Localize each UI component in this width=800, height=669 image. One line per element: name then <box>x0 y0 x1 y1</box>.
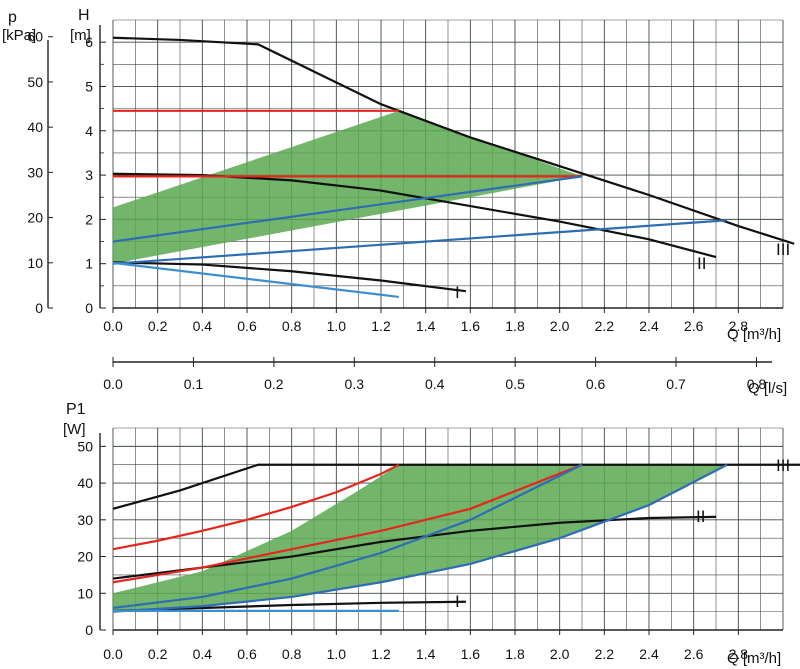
h-axis-tick-label: 1 <box>85 256 93 272</box>
upper-x-tick-label: 1.4 <box>416 318 436 334</box>
p1-axis-tick-label: 50 <box>77 438 93 454</box>
ls-axis-tick-label: 0.1 <box>184 376 204 392</box>
p1-axis-tick-label: 0 <box>85 622 93 638</box>
h-axis-tick-label: 2 <box>85 211 93 227</box>
lower-x-tick-label: 0.0 <box>103 646 123 662</box>
upper-curve-II-label: II <box>697 254 706 273</box>
upper-x-tick-label: 2.4 <box>639 318 659 334</box>
p-axis-tick-label: 30 <box>27 164 43 180</box>
p1-axis-tick-label: 10 <box>77 585 93 601</box>
lower-x-axis-title: Q [m³/h] <box>727 650 781 667</box>
upper-operating-band <box>113 110 728 264</box>
p-axis-title: p <box>8 9 17 26</box>
blue-line <box>112 175 583 243</box>
lower-x-tick-label: 1.4 <box>416 646 436 662</box>
upper-curve-I-label: I <box>455 283 460 302</box>
ls-x-axis-title: Q [l/s] <box>748 380 787 397</box>
upper-x-axis-title: Q [m³/h] <box>727 326 781 343</box>
power-curve-III <box>112 463 800 510</box>
upper-x-tick-label: 0.4 <box>193 318 213 334</box>
upper-x-tick-label: 2.6 <box>684 318 704 334</box>
lower-x-tick-label: 2.4 <box>639 646 659 662</box>
power-chart: 0.0 0.2 0.4 0.6 0.8 1.0 1.2 1.4 1.6 1.8 2.0 2.2 2.4 2… <box>77 427 800 662</box>
upper-x-tick-label: 2.8 <box>729 318 749 334</box>
upper-x-tick-label: 1.8 <box>505 318 525 334</box>
upper-x-tick-label: 2.0 <box>550 318 570 334</box>
head-chart: 0.0 0.2 0.4 0.6 0.8 1.0 1.2 1.4 1.6 1.8 2.0 2.2 2.4 2… <box>27 19 795 334</box>
lower-curve-III-label: III <box>776 456 790 475</box>
ls-axis-tick-label: 0.0 <box>103 376 123 392</box>
p1-axis-unit: [W] <box>63 421 86 438</box>
lower-x-tick-label: 2.2 <box>595 646 615 662</box>
upper-x-tick-label: 1.0 <box>327 318 347 334</box>
lower-x-tick-label: 1.6 <box>461 646 481 662</box>
ls-axis-tick-label: 0.2 <box>264 376 284 392</box>
blue-line <box>112 219 728 265</box>
p1-axis-tick-label: 30 <box>77 512 93 528</box>
p-axis-tick-label: 10 <box>27 255 43 271</box>
lower-x-tick-label: 1.8 <box>505 646 525 662</box>
ls-axis-tick-label: 0.3 <box>345 376 365 392</box>
p-axis-tick-label: 0 <box>35 300 43 316</box>
curve-III <box>112 36 795 245</box>
p1-axis-title: P1 <box>66 401 86 418</box>
lower-x-tick-label: 2.0 <box>550 646 570 662</box>
lower-x-tick-label: 0.4 <box>193 646 213 662</box>
lower-x-tick-label: 2.8 <box>729 646 749 662</box>
lower-x-tick-label: 0.6 <box>237 646 257 662</box>
p-axis-tick-label: 50 <box>27 74 43 90</box>
p1-axis-tick-label: 40 <box>77 475 93 491</box>
lower-x-tick-label: 2.6 <box>684 646 704 662</box>
upper-x-tick-label: 2.2 <box>595 318 615 334</box>
p1-axis-tick-label: 20 <box>77 549 93 565</box>
lower-x-tick-label: 0.8 <box>282 646 302 662</box>
upper-x-tick-label: 0.8 <box>282 318 302 334</box>
lower-x-tick-label: 1.0 <box>327 646 347 662</box>
blue-power-line <box>112 463 728 613</box>
ls-axis-tick-label: 0.7 <box>666 376 686 392</box>
upper-curve-III-label: III <box>776 240 790 259</box>
upper-x-tick-label: 0.2 <box>148 318 168 334</box>
ls-axis-tick-label: 0.4 <box>425 376 445 392</box>
h-axis-unit: [m] <box>70 27 91 44</box>
h-axis-tick-label: 6 <box>85 34 93 50</box>
red-power-line <box>112 463 583 584</box>
blue-power-line <box>112 463 583 610</box>
red-power-line <box>112 463 400 551</box>
upper-x-tick-label: 1.6 <box>461 318 481 334</box>
upper-x-tick-label: 0.0 <box>103 318 123 334</box>
p-axis-tick-label: 40 <box>27 119 43 135</box>
h-axis-tick-label: 3 <box>85 167 93 183</box>
h-axis-title: H <box>78 7 90 24</box>
h-axis-tick-label: 0 <box>85 300 93 316</box>
curve-I <box>112 261 467 293</box>
lower-curve-II-label: II <box>696 507 705 526</box>
h-axis-tick-label: 4 <box>85 123 93 139</box>
upper-x-tick-label: 0.6 <box>237 318 257 334</box>
flow-ls-axis: 0.0 0.1 0.2 0.3 0.4 0.5 0.6 0.7 0.8 <box>103 357 772 392</box>
lower-x-tick-label: 0.2 <box>148 646 168 662</box>
p-axis-tick-label: 60 <box>27 29 43 45</box>
lower-x-tick-label: 1.2 <box>371 646 391 662</box>
h-axis-tick-label: 5 <box>85 78 93 94</box>
lower-curve-I-label: I <box>455 592 460 611</box>
ls-axis-tick-label: 0.6 <box>586 376 606 392</box>
upper-x-tick-label: 1.2 <box>371 318 391 334</box>
p-axis-tick-label: 20 <box>27 210 43 226</box>
p-axis-unit: [kPa] <box>2 27 36 44</box>
ls-axis-tick-label: 0.8 <box>747 376 767 392</box>
lightblue-line <box>112 261 399 299</box>
ls-axis-tick-label: 0.5 <box>505 376 525 392</box>
